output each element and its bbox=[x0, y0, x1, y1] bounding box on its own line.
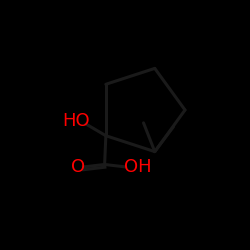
Text: O: O bbox=[71, 158, 85, 176]
Text: HO: HO bbox=[62, 112, 90, 130]
Text: OH: OH bbox=[124, 158, 152, 176]
